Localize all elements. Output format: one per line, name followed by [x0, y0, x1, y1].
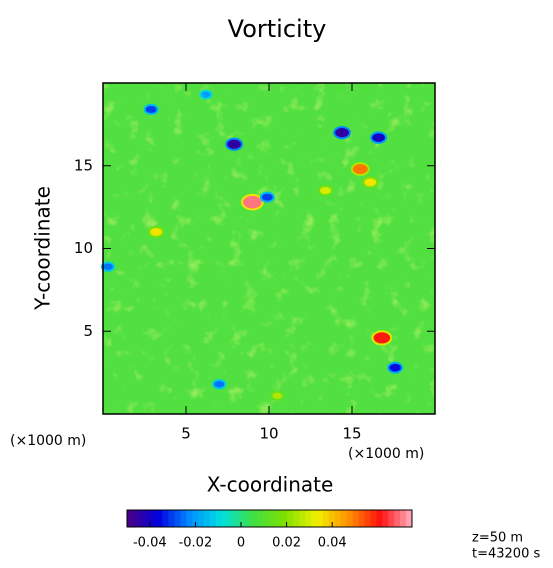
vortex — [259, 191, 275, 203]
colorbar-tick-label: 0.04 — [318, 536, 347, 551]
vortex — [212, 378, 227, 390]
colorbar-cell — [216, 510, 223, 527]
vortex — [241, 193, 264, 211]
field-texture — [103, 83, 435, 414]
colorbar-cell — [162, 510, 169, 527]
annotation: z=50 m — [472, 531, 523, 546]
colorbar-cell — [305, 510, 312, 527]
colorbar-cell — [198, 510, 205, 527]
colorbar-cell — [400, 510, 407, 527]
colorbar-frame — [126, 509, 413, 528]
colorbar-cell — [358, 510, 365, 527]
colorbar-cell — [281, 510, 288, 527]
colorbar-cell — [334, 510, 342, 527]
vortex — [143, 103, 159, 116]
colorbar-cell — [233, 510, 241, 527]
colorbar-cell — [340, 510, 347, 527]
colorbar-cell — [227, 510, 235, 527]
colorbar-cell — [293, 510, 300, 527]
colorbar-cell — [317, 510, 324, 527]
y-tick-label: 5 — [83, 322, 93, 340]
colorbar-cell — [204, 510, 211, 527]
vortex — [371, 330, 393, 346]
y-tick-label: 10 — [74, 239, 93, 257]
colorbar-cell — [210, 510, 217, 527]
vortex — [225, 137, 244, 151]
colorbar-cell — [388, 510, 395, 527]
x-tick-label: 5 — [181, 425, 191, 443]
colorbar-cell — [322, 510, 330, 527]
colorbar-cell — [263, 510, 270, 527]
y-axis-title: Y-coordinate — [31, 186, 55, 311]
colorbar-cell — [328, 510, 336, 527]
vortex — [199, 89, 213, 100]
vortex — [370, 131, 387, 144]
colorbar-cell — [245, 510, 252, 527]
colorbar-cell — [370, 510, 377, 527]
colorbar-cell — [132, 510, 140, 527]
colorbar-cell — [168, 510, 175, 527]
x-tick-label: 10 — [259, 425, 278, 443]
x-unit: (×1000 m) — [348, 446, 424, 462]
colorbar-cell — [156, 510, 163, 527]
colorbar-cell — [174, 510, 181, 527]
colorbar-cell — [269, 510, 276, 527]
y-unit: (×1000 m) — [10, 433, 86, 449]
colorbar-cell — [311, 510, 318, 527]
vortex — [270, 390, 285, 402]
colorbar-cell — [406, 510, 413, 527]
colorbar-cell — [287, 510, 294, 527]
colorbar-cell — [382, 510, 389, 527]
annotation: t=43200 s — [472, 547, 540, 562]
vortex — [148, 226, 165, 238]
colorbar-cell — [346, 510, 353, 527]
chart-title: Vorticity — [228, 15, 327, 43]
colorbar-cell — [299, 510, 306, 527]
colorbar-tick-label: 0 — [237, 536, 245, 551]
colorbar-cell — [180, 510, 187, 527]
colorbar-cell — [192, 510, 199, 527]
colorbar-tick-label: -0.04 — [133, 536, 167, 551]
colorbar-cell — [127, 510, 134, 527]
y-tick-label: 15 — [74, 156, 93, 174]
colorbar-cell — [239, 510, 247, 527]
vortex — [100, 261, 115, 272]
colorbar-cell — [376, 510, 383, 527]
colorbar-cell — [275, 510, 282, 527]
colorbar-cell — [144, 510, 152, 527]
colorbar-tick-label: -0.02 — [179, 536, 213, 551]
colorbar-cell — [364, 510, 371, 527]
colorbar-cell — [150, 510, 157, 527]
vortex — [387, 361, 404, 374]
vortex — [350, 162, 370, 177]
colorbar-cell — [186, 510, 193, 527]
colorbar-cell — [222, 510, 229, 527]
colorbar-cell — [251, 510, 258, 527]
colorbar-cell — [138, 510, 146, 527]
x-tick-label: 15 — [342, 425, 361, 443]
colorbar-cell — [352, 510, 359, 527]
colorbar-cell — [394, 510, 401, 527]
vortex — [317, 184, 333, 197]
x-axis-title: X-coordinate — [207, 473, 334, 497]
colorbar-cell — [257, 510, 264, 527]
vortex — [333, 126, 351, 140]
colorbar-tick-label: 0.02 — [272, 536, 301, 551]
vortex — [362, 176, 379, 189]
